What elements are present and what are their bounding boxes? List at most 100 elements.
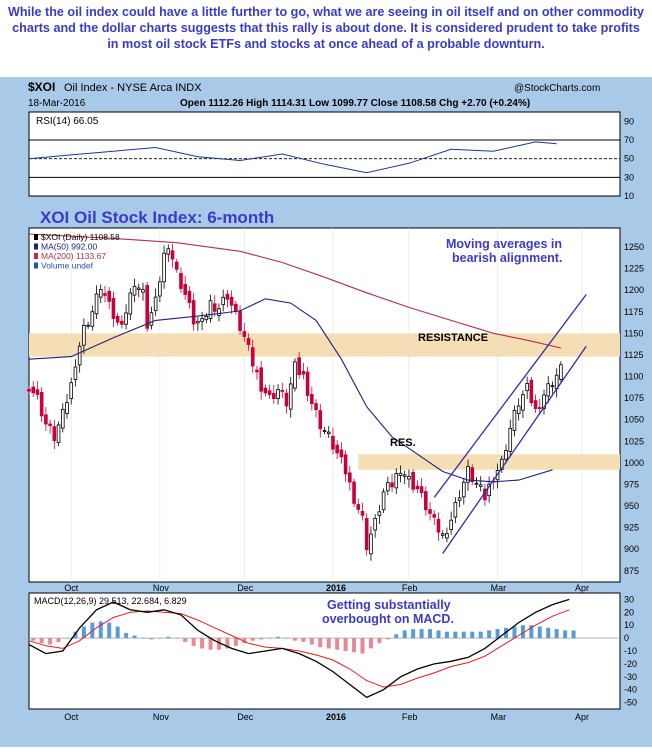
price-candle-body <box>322 430 327 432</box>
price-candle-body <box>331 435 335 450</box>
price-candle-body <box>432 514 437 518</box>
price-candle-body <box>90 311 95 327</box>
price-candle-body <box>364 518 369 551</box>
price-candle-body <box>212 303 217 312</box>
price-x-tick-label: Dec <box>237 583 254 593</box>
price-candle-body <box>48 423 52 427</box>
price-candle-body <box>487 483 491 497</box>
chart-svg: $XOI Oil Index - NYSE Arca INDX @StockCh… <box>27 80 644 722</box>
price-candle-body <box>221 296 225 305</box>
symbol-label: $XOI <box>28 80 55 94</box>
price-candle-body <box>149 312 154 326</box>
price-candle-body <box>141 289 145 293</box>
price-candle-body <box>310 394 314 405</box>
price-candle-body <box>411 471 415 490</box>
rsi-group: 90 70 50 30 10 RSI(14) 66.05 <box>28 116 634 201</box>
price-candle-body <box>229 296 234 306</box>
resistance-label: RESISTANCE <box>418 332 488 344</box>
macd-x-tick-label: Apr <box>575 712 589 722</box>
price-legend-swatch <box>34 234 38 240</box>
price-tick-label: 1075 <box>624 393 644 403</box>
macd-x-tick-label: Nov <box>153 712 170 722</box>
price-candle-body <box>305 371 310 396</box>
price-candle-body <box>348 472 352 483</box>
macd-histogram-bar <box>140 638 145 639</box>
macd-histogram-bar <box>495 629 500 639</box>
chart-date: 18-Mar-2016 <box>28 98 86 109</box>
ma-note-line2: bearish alignment. <box>452 251 562 265</box>
macd-histogram-bar <box>470 631 475 639</box>
price-candle-body <box>120 320 124 325</box>
macd-histogram-bar <box>436 630 441 639</box>
macd-tick-label: 0 <box>624 633 629 643</box>
price-candle-body <box>293 361 297 389</box>
price-candle-body <box>200 318 204 322</box>
macd-histogram-bar <box>571 630 576 639</box>
price-candle-body <box>335 444 339 454</box>
macd-histogram-bar <box>461 631 466 639</box>
macd-histogram-bar <box>250 638 255 641</box>
price-candle-body <box>103 293 107 296</box>
price-candle-body <box>234 303 238 312</box>
macd-histogram-bar <box>115 626 120 639</box>
ma200-line <box>28 233 562 349</box>
rsi-tick-label: 70 <box>624 135 634 145</box>
price-candle-body <box>516 405 521 415</box>
macd-histogram-bar <box>267 638 272 639</box>
macd-histogram-bar <box>157 638 162 639</box>
chart-frame: $XOI Oil Index - NYSE Arca INDX @StockCh… <box>0 77 652 747</box>
macd-histogram-bar <box>191 638 196 646</box>
price-candle-body <box>428 509 432 514</box>
price-candle-body <box>272 393 276 400</box>
macd-histogram-bar <box>200 638 205 649</box>
price-candle-body <box>453 501 458 518</box>
price-candle-body <box>69 382 74 399</box>
price-candle-body <box>386 482 390 492</box>
macd-signal-line <box>28 609 570 688</box>
macd-histogram-bar <box>107 622 112 639</box>
price-candle-body <box>196 320 200 324</box>
price-candle-body <box>73 366 78 381</box>
macd-histogram-bar <box>48 638 53 645</box>
price-candle-body <box>60 408 65 429</box>
macd-histogram-bar <box>276 636 281 639</box>
price-candle-body <box>284 392 289 407</box>
price-candle-body <box>276 389 280 400</box>
macd-histogram-bar <box>132 635 137 639</box>
price-candle-body <box>162 252 166 283</box>
macd-histogram-bar <box>546 627 551 639</box>
price-tick-label: 1025 <box>624 436 644 446</box>
macd-x-tick-label: 2016 <box>326 712 346 722</box>
price-candle-body <box>52 426 57 441</box>
price-candle-body <box>27 388 31 392</box>
channel-upper-line <box>433 294 587 498</box>
macd-histogram-bar <box>39 638 44 644</box>
price-candle-body <box>263 387 268 394</box>
macd-histogram-bar <box>183 638 188 642</box>
macd-histogram-bar <box>301 638 306 642</box>
price-candle-body <box>301 371 306 375</box>
macd-histogram-bar <box>284 638 289 639</box>
price-candle-body <box>204 315 209 321</box>
macd-histogram-bar <box>149 638 154 640</box>
price-candle-body <box>457 497 462 501</box>
price-candle-body <box>56 424 61 444</box>
price-candle-body <box>525 383 529 391</box>
rsi-panel <box>28 111 621 197</box>
price-x-tick-label: Apr <box>575 583 589 593</box>
price-candle-body <box>136 287 141 290</box>
price-candle-body <box>504 450 508 460</box>
price-candle-body <box>474 482 479 485</box>
price-candle-body <box>318 410 323 430</box>
res-label: RES. <box>390 437 416 449</box>
price-candle-body <box>170 250 175 260</box>
price-tick-label: 1000 <box>624 458 644 468</box>
price-candle-body <box>107 290 112 302</box>
price-x-tick-label: Nov <box>153 583 170 593</box>
ma50-line <box>28 298 553 483</box>
price-candle-body <box>326 431 331 434</box>
macd-histogram-bar <box>90 622 95 639</box>
macd-legend: MACD(12,26,9) 29.513, 22.684, 6.829 <box>34 596 187 606</box>
price-candle-body <box>242 331 247 337</box>
price-candle-body <box>542 394 546 409</box>
